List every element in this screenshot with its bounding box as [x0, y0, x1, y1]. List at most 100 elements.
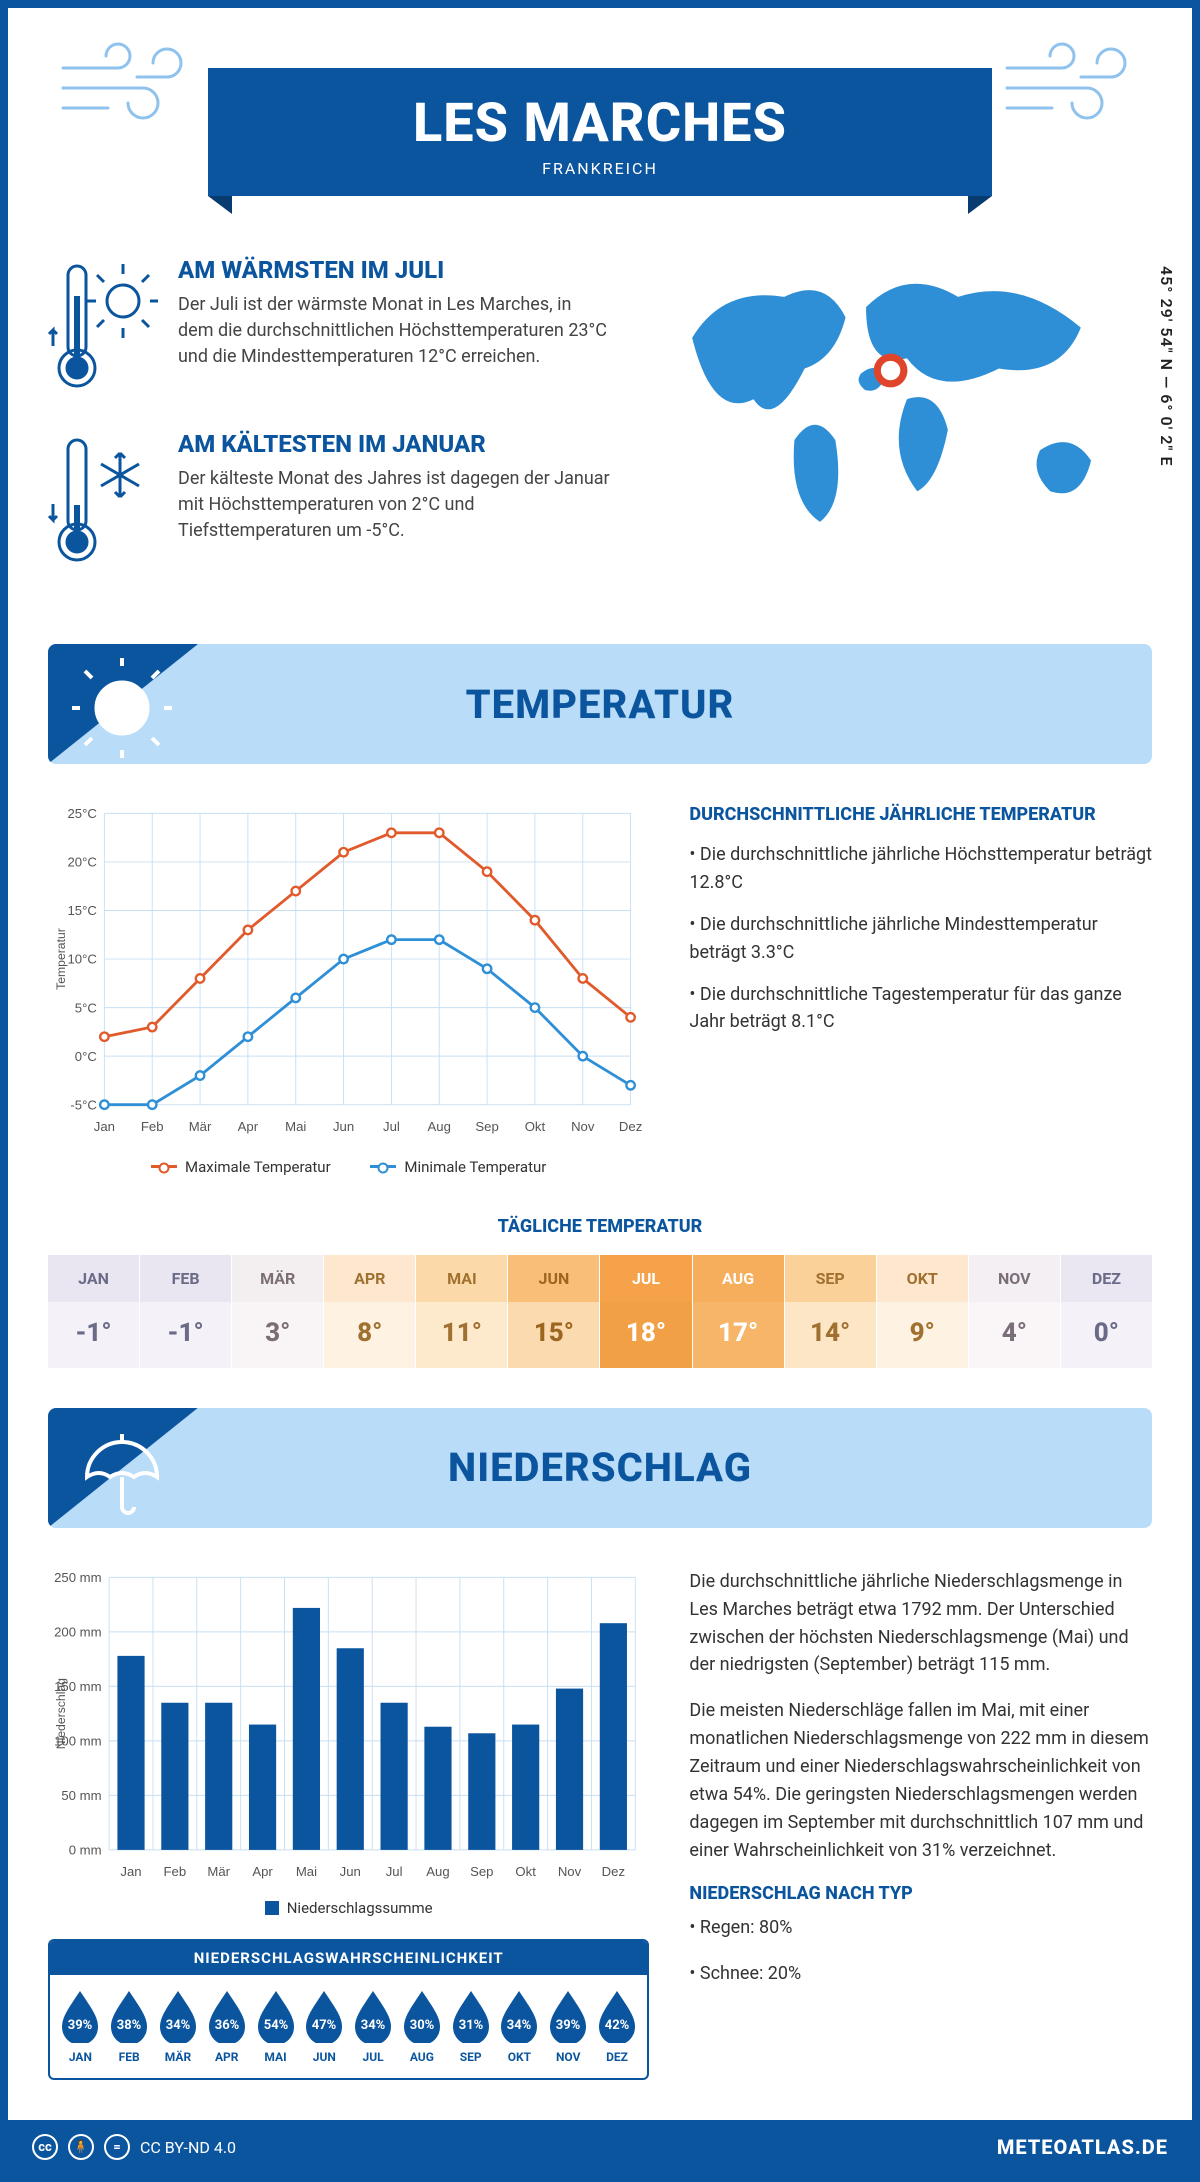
svg-text:Aug: Aug: [428, 1119, 451, 1134]
temp-band: TEMPERATUR: [48, 644, 1152, 764]
prob-drop: 34%JUL: [349, 1987, 398, 2064]
prob-drop: 54%MAI: [251, 1987, 300, 2064]
svg-text:31%: 31%: [458, 2018, 483, 2033]
svg-text:15°C: 15°C: [67, 903, 96, 918]
temp-bullet: • Die durchschnittliche Tagestemperatur …: [689, 981, 1152, 1037]
nd-icon: =: [104, 2134, 130, 2160]
prob-drop: 30%AUG: [397, 1987, 446, 2064]
wind-icon: [1002, 38, 1142, 132]
daily-cell: APR 8°: [324, 1255, 416, 1368]
svg-text:250 mm: 250 mm: [54, 1570, 102, 1585]
coldest-heading: AM KÄLTESTEN IM JANUAR: [178, 430, 611, 458]
svg-text:Mai: Mai: [296, 1864, 317, 1879]
license: cc 🧍 = CC BY-ND 4.0: [32, 2134, 236, 2160]
svg-text:Okt: Okt: [515, 1864, 536, 1879]
svg-text:36%: 36%: [214, 2018, 239, 2033]
svg-text:34%: 34%: [507, 2018, 532, 2033]
precip-heading: NIEDERSCHLAG: [48, 1444, 1152, 1491]
temp-chart: -5°C0°C5°C10°C15°C20°C25°CJanFebMärAprMa…: [48, 804, 649, 1146]
prob-drop: 34%OKT: [495, 1987, 544, 2064]
precip-p1: Die durchschnittliche jährliche Niedersc…: [689, 1568, 1152, 1680]
precip-p2: Die meisten Niederschläge fallen im Mai,…: [689, 1697, 1152, 1864]
svg-text:Feb: Feb: [164, 1864, 187, 1879]
svg-text:Temperatur: Temperatur: [54, 928, 68, 990]
cc-icon: cc: [32, 2134, 58, 2160]
svg-text:Nov: Nov: [558, 1864, 582, 1879]
svg-text:0°C: 0°C: [75, 1049, 97, 1064]
svg-text:Jan: Jan: [94, 1119, 115, 1134]
daily-cell: MAI 11°: [416, 1255, 508, 1368]
svg-text:39%: 39%: [556, 2018, 581, 2033]
svg-text:20°C: 20°C: [67, 855, 96, 870]
precip-legend-label: Niederschlagssumme: [287, 1899, 433, 1917]
temp-legend: Maximale Temperatur Minimale Temperatur: [48, 1154, 649, 1176]
svg-text:54%: 54%: [263, 2018, 288, 2033]
precip-band: NIEDERSCHLAG: [48, 1408, 1152, 1528]
license-text: CC BY-ND 4.0: [140, 2138, 236, 2157]
precip-type-heading: NIEDERSCHLAG NACH TYP: [689, 1883, 1152, 1904]
temp-heading: TEMPERATUR: [48, 681, 1152, 728]
daily-cell: JAN -1°: [48, 1255, 140, 1368]
coldest-fact: AM KÄLTESTEN IM JANUAR Der kälteste Mona…: [48, 430, 611, 574]
page: LES MARCHES FRANKREICH AM WÄRMSTEN IM JU…: [0, 0, 1200, 2182]
precip-rain: • Regen: 80%: [689, 1914, 1152, 1942]
svg-text:Okt: Okt: [525, 1119, 546, 1134]
svg-text:42%: 42%: [605, 2018, 630, 2033]
svg-text:47%: 47%: [312, 2018, 337, 2033]
daily-cell: NOV 4°: [969, 1255, 1061, 1368]
temp-bullet: • Die durchschnittliche jährliche Höchst…: [689, 841, 1152, 897]
svg-text:Nov: Nov: [571, 1119, 595, 1134]
prob-heading: NIEDERSCHLAGSWAHRSCHEINLICHKEIT: [50, 1941, 647, 1975]
temp-bullet: • Die durchschnittliche jährliche Mindes…: [689, 911, 1152, 967]
daily-cell: JUN 15°: [508, 1255, 600, 1368]
svg-text:Sep: Sep: [470, 1864, 493, 1879]
svg-text:Mai: Mai: [285, 1119, 306, 1134]
precip-chart: 0 mm50 mm100 mm150 mm200 mm250 mmJanFebM…: [48, 1568, 649, 1891]
svg-text:Mär: Mär: [207, 1864, 230, 1879]
precip-snow: • Schnee: 20%: [689, 1960, 1152, 1988]
daily-cell: MÄR 3°: [232, 1255, 324, 1368]
svg-text:Dez: Dez: [619, 1119, 642, 1134]
daily-heading: TÄGLICHE TEMPERATUR: [48, 1216, 1152, 1237]
intro-section: AM WÄRMSTEN IM JULI Der Juli ist der wär…: [48, 256, 1152, 604]
svg-text:-5°C: -5°C: [70, 1097, 96, 1112]
svg-text:38%: 38%: [117, 2018, 142, 2033]
svg-text:0 mm: 0 mm: [69, 1842, 102, 1857]
prob-drop: 36%APR: [202, 1987, 251, 2064]
temp-info: DURCHSCHNITTLICHE JÄHRLICHE TEMPERATUR •…: [689, 804, 1152, 1176]
svg-text:Aug: Aug: [426, 1864, 449, 1879]
umbrella-icon: [72, 1422, 172, 1522]
precip-legend: Niederschlagssumme: [48, 1899, 649, 1919]
thermometer-sun-icon: [48, 256, 158, 400]
site-name: METEOATLAS.DE: [997, 2135, 1168, 2159]
svg-text:Jun: Jun: [333, 1119, 354, 1134]
svg-text:30%: 30%: [410, 2018, 435, 2033]
svg-text:Jul: Jul: [383, 1119, 400, 1134]
svg-text:Dez: Dez: [602, 1864, 625, 1879]
coordinates: 45° 29' 54" N — 6° 0' 2" E: [1157, 266, 1176, 467]
svg-text:50 mm: 50 mm: [61, 1788, 101, 1803]
prob-drop: 31%SEP: [446, 1987, 495, 2064]
prob-drop: 34%MÄR: [154, 1987, 203, 2064]
svg-text:5°C: 5°C: [75, 1000, 97, 1015]
wind-icon: [58, 38, 198, 132]
daily-temp-table: JAN -1°FEB -1°MÄR 3°APR 8°MAI 11°JUN 15°…: [48, 1255, 1152, 1368]
thermometer-snow-icon: [48, 430, 158, 574]
country-label: FRANKREICH: [208, 159, 992, 178]
wind-decor: [48, 8, 1152, 68]
daily-cell: AUG 17°: [693, 1255, 785, 1368]
svg-text:Mär: Mär: [189, 1119, 212, 1134]
prob-drop: 39%NOV: [544, 1987, 593, 2064]
svg-text:10°C: 10°C: [67, 952, 96, 967]
svg-text:Jun: Jun: [340, 1864, 361, 1879]
svg-text:Jan: Jan: [120, 1864, 141, 1879]
svg-text:39%: 39%: [68, 2018, 93, 2033]
page-title: LES MARCHES: [208, 92, 992, 155]
temp-section: -5°C0°C5°C10°C15°C20°C25°CJanFebMärAprMa…: [48, 804, 1152, 1176]
title-banner: LES MARCHES FRANKREICH: [208, 68, 992, 196]
sun-icon: [72, 658, 172, 758]
daily-cell: OKT 9°: [877, 1255, 969, 1368]
warmest-text: Der Juli ist der wärmste Monat in Les Ma…: [178, 292, 611, 370]
temp-info-heading: DURCHSCHNITTLICHE JÄHRLICHE TEMPERATUR: [689, 804, 1152, 825]
svg-text:Apr: Apr: [238, 1119, 259, 1134]
